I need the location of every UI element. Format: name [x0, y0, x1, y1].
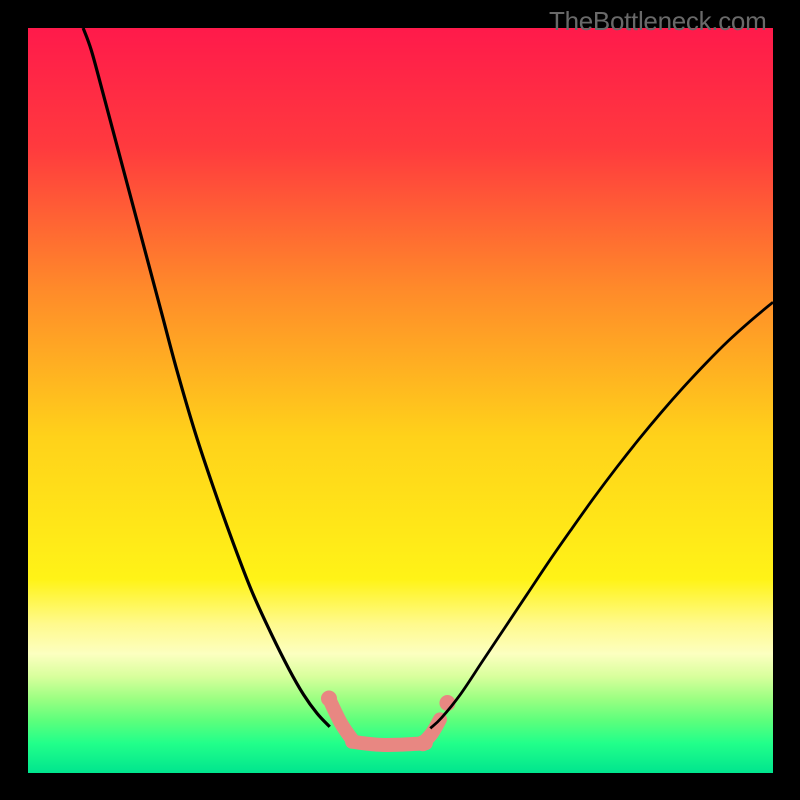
curve-right	[430, 302, 773, 728]
chart-frame: TheBottleneck.com	[0, 0, 800, 800]
curve-left	[83, 28, 330, 727]
chain-bottom	[352, 742, 426, 745]
curves-layer	[0, 0, 800, 800]
